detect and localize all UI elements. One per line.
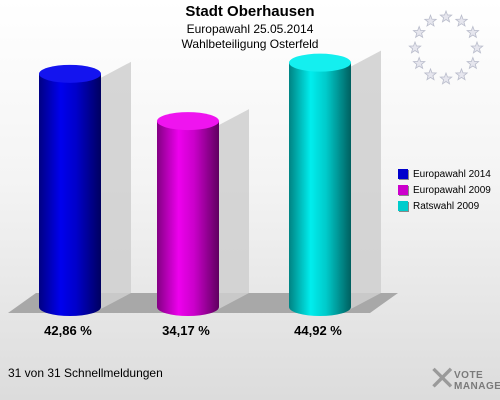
bar-base-1 [157, 298, 219, 316]
eu-star-5 [454, 67, 469, 81]
bar-body-1 [157, 121, 219, 307]
vote-x-icon: ✕ [428, 359, 457, 399]
eu-star-4 [466, 56, 480, 70]
eu-star-3 [470, 40, 484, 54]
bar-base-0 [39, 298, 101, 316]
eu-stars-icon [408, 9, 484, 85]
eu-star-1 [454, 14, 469, 27]
legend-item-0: Europawahl 2014 [398, 166, 491, 182]
legend-swatch-0 [398, 169, 408, 179]
legend-label-1: Europawahl 2009 [413, 184, 491, 196]
eu-star-8 [412, 56, 426, 70]
legend-label-0: Europawahl 2014 [413, 168, 491, 180]
chart-title: Stadt Oberhausen [185, 3, 315, 20]
eu-star-11 [423, 14, 438, 27]
bar-shadow-2 [347, 50, 381, 312]
eu-star-2 [466, 25, 480, 39]
bar-body-0 [39, 73, 101, 307]
logo-line-2: MANAGER [454, 381, 500, 392]
value-label-0: 42,86 % [44, 323, 92, 338]
legend-swatch-2 [398, 201, 408, 211]
logo-line-1: VOTE [454, 370, 484, 381]
bar-shadow-0 [97, 61, 131, 311]
eu-star-0 [439, 9, 453, 23]
logo-text: VOTE MANAGER [454, 370, 500, 392]
eu-star-10 [412, 25, 426, 39]
legend-swatch-1 [398, 185, 408, 195]
eu-star-7 [423, 67, 438, 81]
eu-star-6 [439, 71, 453, 85]
chart-subtitle-2: Wahlbeteiligung Osterfeld [181, 37, 319, 51]
legend: Europawahl 2014 Europawahl 2009 Ratswahl… [398, 166, 491, 214]
bar-top-0 [39, 64, 101, 83]
bar-0 [39, 64, 101, 316]
bar-top-1 [157, 112, 219, 131]
legend-item-1: Europawahl 2009 [398, 182, 491, 198]
value-label-1: 34,17 % [162, 323, 210, 338]
bar-top-2 [289, 53, 351, 72]
bar-2 [289, 53, 351, 316]
eu-star-9 [408, 40, 422, 54]
legend-item-2: Ratswahl 2009 [398, 198, 491, 214]
bar-body-2 [289, 62, 351, 308]
bar-base-2 [289, 298, 351, 316]
vote-manager-logo[interactable]: ✕ VOTE MANAGER [426, 362, 500, 400]
footer-status: 31 von 31 Schnellmeldungen [8, 366, 163, 380]
chart-subtitle: Europawahl 25.05.2014 [186, 22, 314, 36]
bar-shadow-1 [215, 109, 249, 311]
bar-1 [157, 112, 219, 316]
legend-label-2: Ratswahl 2009 [413, 200, 480, 212]
bar-shadows [97, 50, 381, 312]
value-label-2: 44,92 % [294, 323, 342, 338]
